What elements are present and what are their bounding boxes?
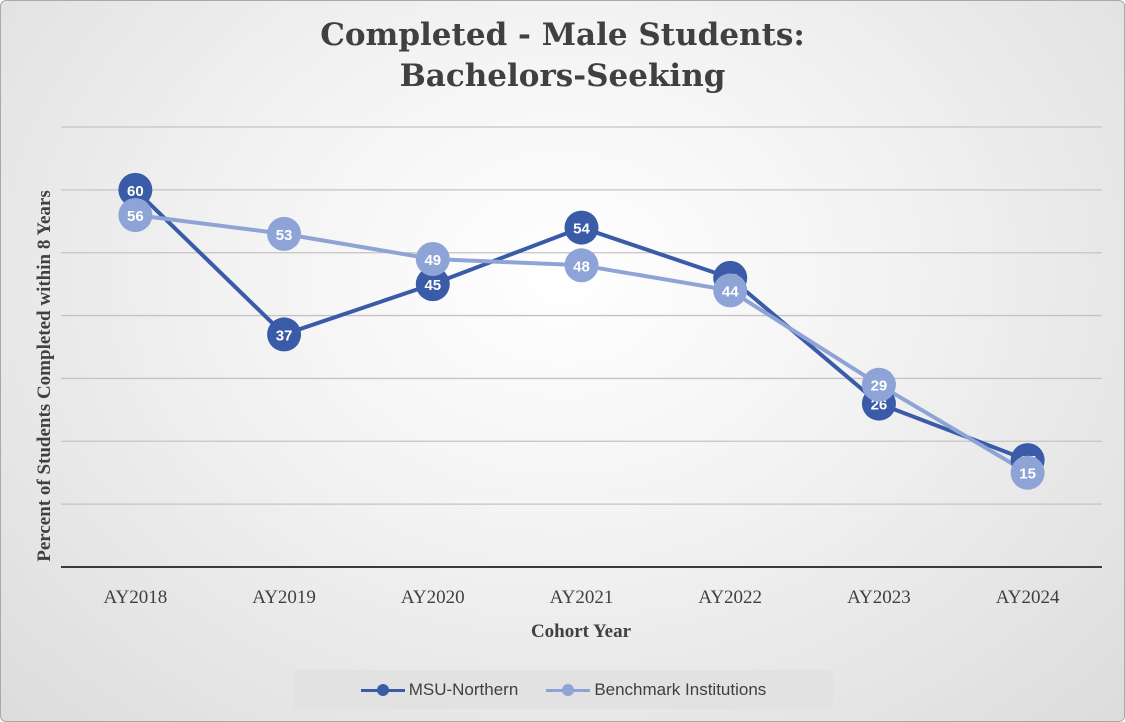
legend-label-benchmark-institutions: Benchmark Institutions [594, 679, 767, 699]
data-point-msu-northern-ay2020 [415, 267, 450, 302]
data-point-benchmark-institutions-ay2023 [861, 367, 896, 402]
chart-title-line-2: Bachelors-Seeking [399, 58, 726, 94]
data-point-benchmark-institutions-ay2022 [713, 273, 748, 308]
data-label-benchmark-institutions-ay2019: 53 [276, 227, 293, 244]
x-tick-label-ay2020: AY2020 [401, 587, 465, 608]
data-label-benchmark-institutions-ay2022: 44 [722, 283, 739, 300]
data-point-benchmark-institutions-ay2019 [267, 216, 302, 251]
legend-marker-msu-northern [376, 683, 389, 696]
legend-label-msu-northern: MSU-Northern [408, 679, 519, 699]
legend-item-msu-northern: MSU-Northern [360, 679, 519, 700]
chart-title-line-1: Completed - Male Students: [320, 17, 805, 53]
data-label-benchmark-institutions-ay2024: 15 [1019, 466, 1036, 483]
x-tick-label-ay2018: AY2018 [104, 587, 168, 608]
data-point-msu-northern-ay2019 [267, 317, 302, 352]
data-label-msu-northern-ay2019: 37 [276, 327, 293, 344]
data-label-benchmark-institutions-ay2021: 48 [573, 258, 590, 275]
chart-title: Completed - Male Students: Bachelors-See… [1, 15, 1124, 97]
x-tick-label-ay2023: AY2023 [847, 587, 911, 608]
x-tick-label-ay2022: AY2022 [698, 587, 762, 608]
data-label-msu-northern-ay2018: 60 [127, 183, 144, 200]
x-axis-label: Cohort Year [530, 621, 632, 642]
x-tick-label-ay2019: AY2019 [252, 587, 316, 608]
data-point-benchmark-institutions-ay2024 [1010, 455, 1045, 490]
x-tick-label-ay2021: AY2021 [550, 587, 614, 608]
legend-swatch-benchmark-institutions [546, 683, 591, 696]
data-point-msu-northern-ay2021 [564, 210, 599, 245]
data-label-benchmark-institutions-ay2023: 29 [871, 378, 888, 395]
x-tick-label-ay2024: AY2024 [996, 587, 1060, 608]
data-point-benchmark-institutions-ay2021 [564, 248, 599, 283]
data-label-msu-northern-ay2020: 45 [424, 277, 441, 294]
data-point-benchmark-institutions-ay2018 [118, 198, 153, 232]
data-point-benchmark-institutions-ay2020 [415, 242, 450, 276]
data-point-msu-northern-ay2018 [118, 172, 153, 207]
data-label-benchmark-institutions-ay2020: 49 [424, 252, 441, 269]
legend-marker-benchmark-institutions [562, 683, 575, 696]
data-label-msu-northern-ay2021: 54 [573, 221, 590, 238]
data-label-benchmark-institutions-ay2018: 56 [127, 208, 144, 225]
legend-item-benchmark-institutions: Benchmark Institutions [546, 680, 766, 700]
legend: MSU-Northern Benchmark Institutions [294, 670, 833, 709]
legend-swatch-msu-northern [360, 683, 405, 696]
